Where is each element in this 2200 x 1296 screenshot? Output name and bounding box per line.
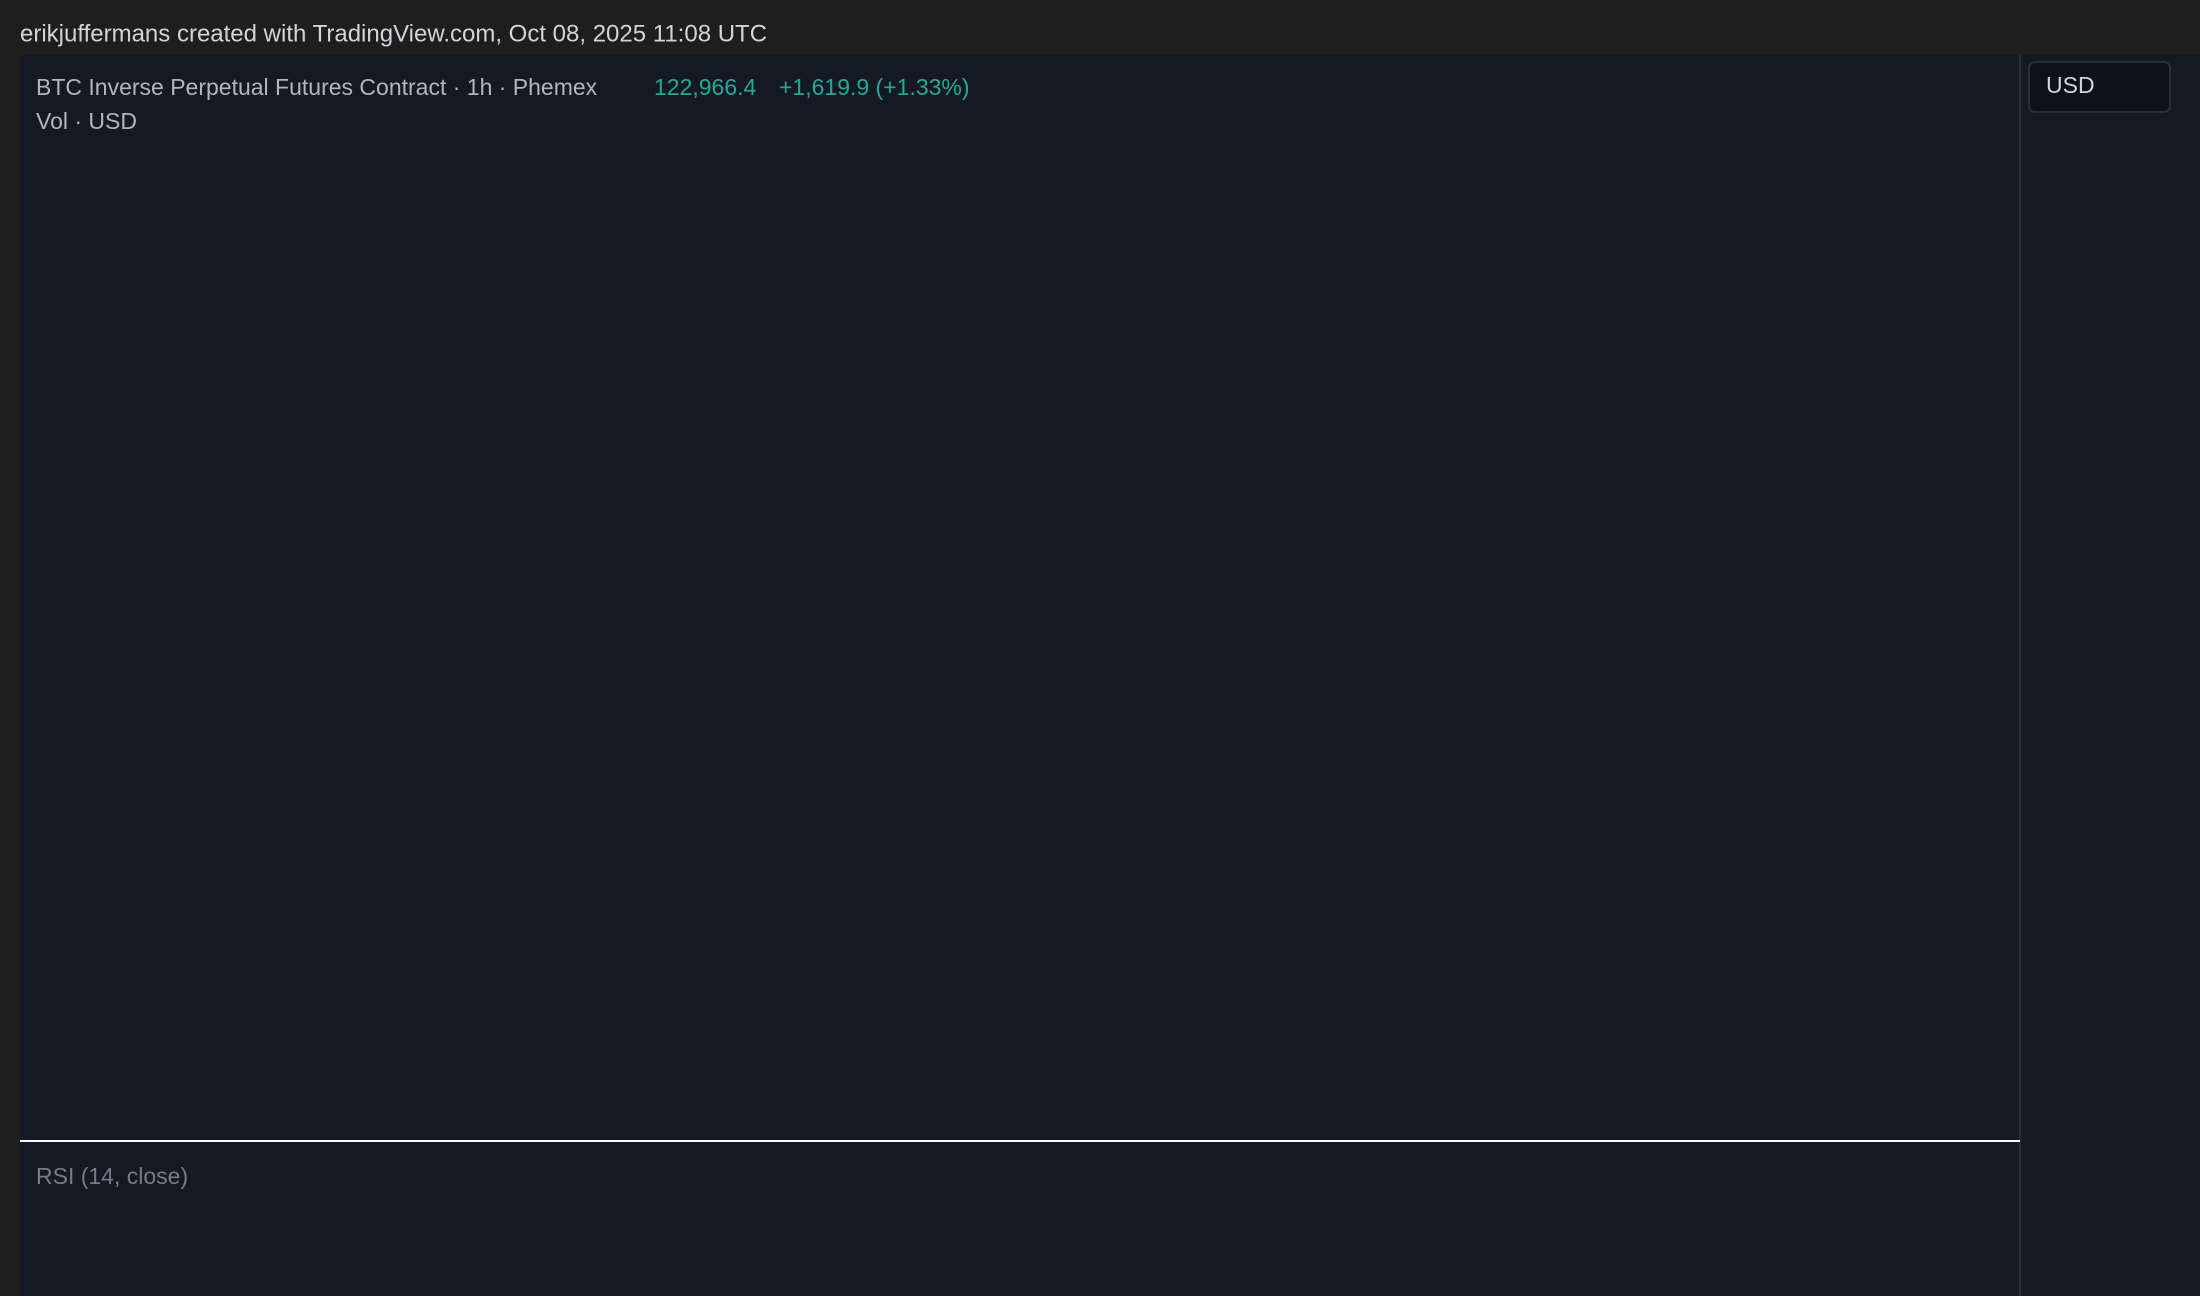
symbol-title: BTC Inverse Perpetual Futures Contract ·… <box>36 74 598 100</box>
chart-panel <box>20 55 2200 1296</box>
header-change: +1,619.9 (+1.33%) <box>779 74 970 100</box>
volume-label: Vol · USD <box>36 108 137 134</box>
attribution: erikjuffermans created with TradingView.… <box>20 20 767 47</box>
header-price: 122,966.4 <box>654 74 757 100</box>
currency-button-label[interactable]: USD <box>2046 72 2095 98</box>
rsi-title: RSI (14, close) <box>36 1163 188 1189</box>
currency-button[interactable] <box>2028 61 2171 113</box>
